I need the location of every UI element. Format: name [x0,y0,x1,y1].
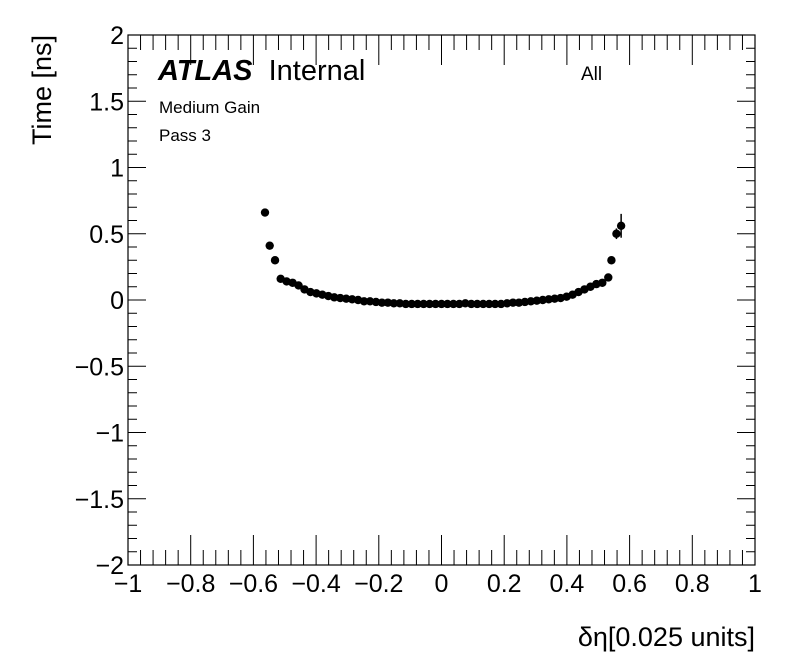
data-point [270,256,280,265]
selection-label: All [581,64,602,85]
data-point [449,299,458,309]
x-tick-label: 1 [748,570,762,598]
data-point [478,299,488,309]
x-axis-title: δη[0.025 units] [578,622,755,652]
x-tick-label: −1 [114,570,143,598]
x-tick-labels: −1 −0.8 −0.6 −0.4 −0.2 0 0.2 0.4 0.6 0.8 1 [114,570,762,598]
y-tick-label: 0 [110,287,124,315]
data-point [612,229,621,238]
gain-label: Medium Gain [159,98,260,117]
x-tick-label: 0 [435,570,449,598]
pass-label: Pass 3 [159,126,211,145]
data-point [359,297,369,306]
y-tick-label: 0.5 [89,221,124,249]
y-tick-label: 1 [110,155,124,183]
axis-ticks [127,34,756,566]
data-point [260,208,270,217]
data-point [604,273,613,282]
data-point [431,299,440,309]
data-point [616,221,626,230]
y-tick-label: 2 [110,22,124,50]
x-tick-label: −0.2 [354,570,403,598]
data-point [467,299,476,309]
data-point [607,256,616,265]
data-point [484,299,494,309]
data-points [260,208,626,309]
data-point [508,298,518,307]
data-point [473,299,482,309]
atlas-logo-text: ATLAS [157,55,253,87]
data-point [401,299,410,309]
x-tick-label: 0.6 [612,570,647,598]
y-tick-label: 1.5 [89,88,124,116]
data-point [389,299,399,308]
data-point [490,299,500,309]
atlas-label: ATLAS Internal [157,55,365,87]
y-tick-labels: −2 −1.5 −1 −0.5 0 0.5 1 1.5 2 [75,22,124,580]
data-point [598,278,607,287]
x-tick-label: 0.8 [675,570,710,598]
x-tick-label: −0.6 [229,570,278,598]
y-axis-title: Time [ns] [27,35,57,145]
x-tick-label: −0.8 [166,570,215,598]
atlas-status-text: Internal [269,55,366,87]
data-point [443,299,452,309]
data-point [425,299,434,309]
data-point [407,299,416,309]
data-point [413,299,422,309]
y-tick-label: −1 [95,420,124,448]
y-tick-label: −2 [95,552,124,580]
x-tick-label: 0.2 [487,570,522,598]
x-tick-label: −0.4 [291,570,340,598]
data-point [437,299,446,309]
x-tick-label: 0.4 [550,570,585,598]
data-point [265,241,274,250]
y-tick-label: −0.5 [75,353,124,381]
data-point [294,281,303,290]
data-point [419,299,428,309]
y-tick-label: −1.5 [75,486,124,514]
data-point [377,298,387,307]
